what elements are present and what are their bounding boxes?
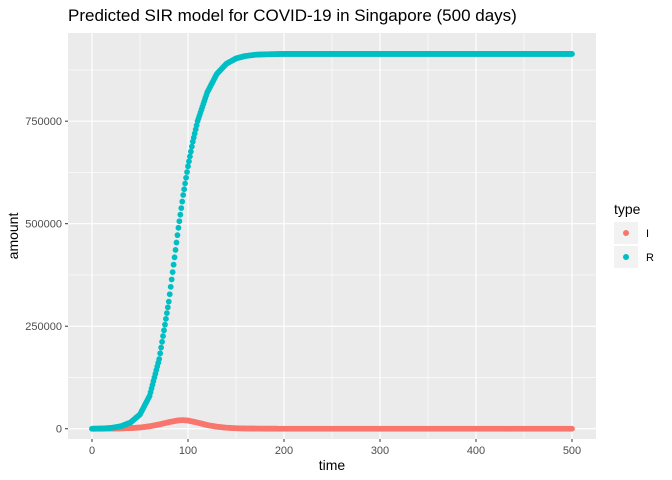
- x-tick-label: 200: [275, 445, 293, 457]
- x-tick-label: 400: [467, 445, 485, 457]
- point-R: [176, 218, 183, 225]
- y-tick-label: 750000: [25, 116, 62, 128]
- point-R: [168, 276, 175, 283]
- point-R: [156, 356, 163, 362]
- y-axis-title: amount: [5, 213, 21, 260]
- point-R: [162, 321, 168, 328]
- point-R: [165, 298, 172, 305]
- point-R: [569, 51, 575, 57]
- x-axis-title: time: [319, 457, 346, 473]
- series-R: [89, 51, 575, 432]
- x-tick-label: 100: [179, 445, 197, 457]
- legend-entries: IR: [614, 222, 654, 268]
- legend-label-R: R: [646, 252, 654, 264]
- point-R: [160, 333, 166, 339]
- point-R: [187, 148, 194, 155]
- legend-key-R: [623, 254, 629, 260]
- point-R: [166, 291, 173, 298]
- point-R: [181, 186, 188, 193]
- point-R: [182, 180, 189, 187]
- x-tick-label: 0: [89, 445, 95, 457]
- data-points: [89, 51, 575, 432]
- point-R: [159, 338, 165, 345]
- legend: type IR: [614, 201, 654, 268]
- point-R: [167, 283, 174, 290]
- point-R: [184, 169, 190, 175]
- y-tick-label: 0: [56, 424, 62, 436]
- point-R: [164, 304, 171, 311]
- point-R: [175, 224, 182, 231]
- point-R: [188, 143, 195, 150]
- legend-key-I: [623, 230, 629, 236]
- point-R: [157, 350, 164, 357]
- point-R: [169, 269, 176, 275]
- x-tick-label: 300: [371, 445, 389, 457]
- y-tick-label: 500000: [25, 219, 62, 231]
- point-R: [161, 327, 167, 334]
- point-R: [173, 239, 180, 246]
- point-R: [158, 344, 165, 351]
- point-R: [172, 247, 179, 253]
- point-R: [177, 211, 184, 218]
- x-axis: 0 100 200 300 400 500: [89, 439, 581, 457]
- point-R: [187, 153, 193, 160]
- x-tick-label: 500: [563, 445, 581, 457]
- legend-label-I: I: [646, 228, 649, 240]
- point-R: [179, 198, 186, 205]
- point-R: [163, 315, 169, 322]
- legend-title: type: [614, 201, 641, 217]
- point-R: [183, 174, 189, 181]
- y-tick-label: 250000: [25, 321, 62, 333]
- point-I: [569, 425, 575, 432]
- point-R: [170, 261, 177, 268]
- point-R: [178, 205, 185, 212]
- point-R: [180, 192, 187, 198]
- point-R: [174, 232, 181, 239]
- point-R: [163, 310, 170, 316]
- point-R: [185, 163, 191, 170]
- point-R: [171, 254, 178, 261]
- chart-title: Predicted SIR model for COVID-19 in Sing…: [68, 6, 517, 25]
- point-R: [186, 158, 192, 165]
- y-axis: 0 250000 500000 750000: [25, 116, 68, 436]
